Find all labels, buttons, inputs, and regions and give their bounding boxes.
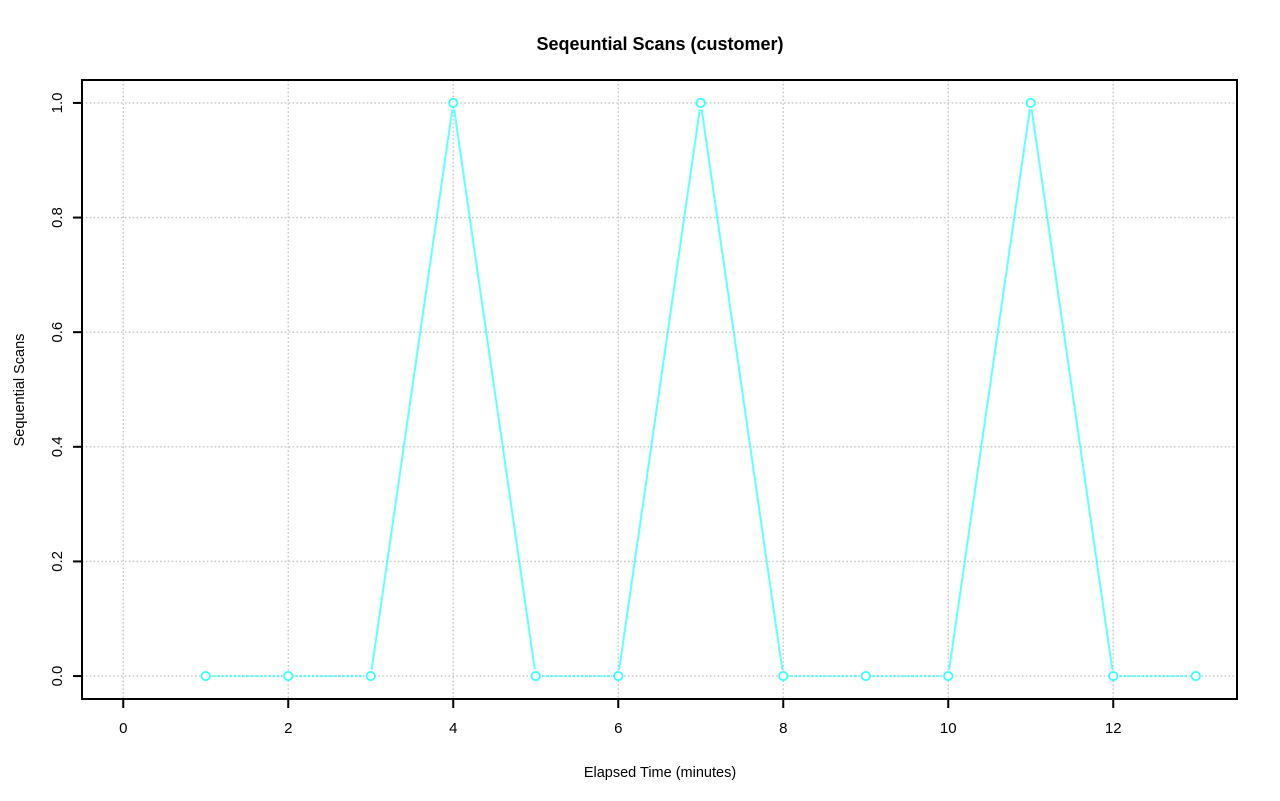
x-tick-label: 12	[1105, 720, 1122, 737]
data-point-marker	[695, 97, 706, 109]
data-point-marker	[448, 97, 459, 109]
data-point-marker	[1025, 97, 1036, 109]
data-point-marker	[530, 670, 541, 682]
series-segment	[618, 109, 701, 670]
data-point-marker	[1190, 670, 1201, 682]
grid-layer	[82, 80, 1237, 699]
y-tick-label: 0.6	[49, 322, 66, 343]
axis-layer: 0 2 4 6 8 10 12 0.0 0.2 0.4 0.6 0.8 1.0	[49, 79, 1238, 737]
series-segment	[370, 109, 454, 670]
y-tick-label: 0.0	[49, 666, 66, 687]
x-axis-label: Elapsed Time (minutes)	[584, 765, 736, 781]
data-point-marker	[365, 670, 376, 682]
x-tick-label: 8	[779, 720, 787, 737]
y-tick-label: 0.8	[49, 207, 66, 228]
data-series-layer	[200, 97, 1201, 682]
chart-title: Seqeuntial Scans (customer)	[536, 34, 783, 54]
data-point-marker	[1108, 670, 1119, 682]
plot-box	[81, 79, 1238, 700]
x-tick-label: 0	[119, 720, 127, 737]
data-point-marker	[860, 670, 871, 682]
series-segment	[1030, 109, 1114, 670]
y-tick-label: 1.0	[49, 92, 66, 113]
data-point-marker	[283, 670, 294, 682]
x-tick-label: 4	[449, 720, 457, 737]
y-tick-label: 0.2	[49, 551, 66, 572]
series-segment	[948, 109, 1031, 670]
y-tick-label: 0.4	[49, 436, 66, 457]
x-tick-label: 10	[940, 720, 957, 737]
y-axis-label: Sequential Scans	[12, 334, 28, 447]
x-tick-label: 2	[284, 720, 292, 737]
data-point-marker	[200, 670, 211, 682]
data-point-marker	[943, 670, 954, 682]
series-segment	[700, 109, 784, 670]
series-segment	[453, 109, 536, 670]
x-tick-label: 6	[614, 720, 622, 737]
data-point-marker	[778, 670, 789, 682]
data-point-marker	[613, 670, 624, 682]
